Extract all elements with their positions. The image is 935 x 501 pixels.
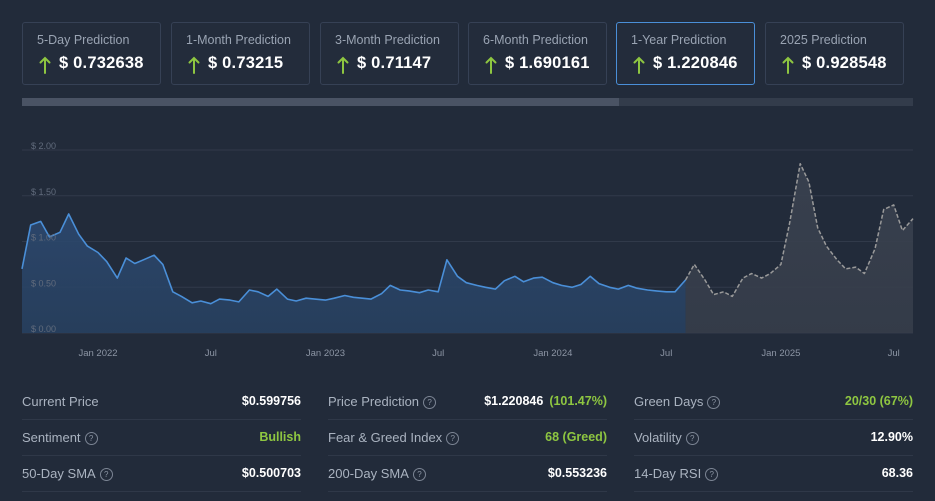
card-value: $ 0.928548 — [802, 54, 887, 72]
x-tick-label: Jul — [660, 348, 672, 359]
arrow-up-icon — [39, 56, 51, 74]
stat-value: 12.90% — [870, 430, 913, 444]
stat-14-day-rsi: 14-Day RSI? 68.36 — [634, 456, 913, 492]
stat-label: Current Price — [22, 394, 99, 409]
stat-fear-greed-index: Fear & Greed Index? 68 (Greed) — [328, 420, 607, 456]
x-tick-label: Jan 2023 — [306, 348, 345, 359]
stat-label-wrap: 50-Day SMA? — [22, 466, 113, 481]
stat-label: Sentiment — [22, 430, 81, 445]
stat-50-day-sma: 50-Day SMA? $0.500703 — [22, 456, 301, 492]
card-value: $ 0.732638 — [59, 54, 144, 72]
card-1-month-prediction[interactable]: 1-Month Prediction $ 0.73215 — [171, 22, 310, 85]
historical-area — [22, 214, 686, 333]
stat-sentiment: Sentiment? Bullish — [22, 420, 301, 456]
card-3-month-prediction[interactable]: 3-Month Prediction $ 0.71147 — [320, 22, 459, 85]
stat-current-price: Current Price $0.599756 — [22, 384, 301, 420]
y-tick-label: $ 2.00 — [31, 141, 56, 151]
stat-value: 20/30 (67%) — [844, 394, 913, 408]
x-tick-label: Jul — [432, 348, 444, 359]
stat-label: Volatility — [634, 430, 682, 445]
card-value: $ 1.690161 — [505, 54, 590, 72]
x-tick-label: Jan 2024 — [533, 348, 572, 359]
help-icon[interactable]: ? — [423, 396, 437, 409]
price-prediction-chart: $ 0.00 $ 0.50 $ 1.00 $ 1.50 $ 2.00 Jan 2… — [21, 141, 914, 359]
card-label: 5-Day Prediction — [37, 33, 130, 47]
arrow-up-icon — [337, 56, 349, 74]
help-icon[interactable]: ? — [446, 432, 460, 445]
card-value: $ 1.220846 — [653, 54, 738, 72]
historical-price-line — [21, 213, 687, 305]
y-axis: $ 0.00 $ 0.50 $ 1.00 $ 1.50 $ 2.00 — [31, 141, 56, 334]
stat-value: Bullish — [259, 430, 301, 444]
stat-label-wrap: Volatility? — [634, 430, 699, 445]
stat-label-wrap: Green Days? — [634, 394, 721, 409]
x-axis: Jan 2022 Jul Jan 2023 Jul Jan 2024 Jul J… — [78, 348, 899, 359]
help-icon[interactable]: ? — [84, 432, 98, 445]
horizontal-scrollbar[interactable] — [22, 98, 913, 106]
stat-value: 68 (Greed) — [545, 430, 607, 444]
arrow-up-icon — [188, 56, 200, 74]
scrollbar-thumb[interactable] — [22, 98, 619, 106]
stat-value: $0.553236 — [547, 466, 607, 480]
card-label: 3-Month Prediction — [335, 33, 440, 47]
stat-label: 200-Day SMA — [328, 466, 409, 481]
card-value: $ 0.71147 — [357, 54, 432, 72]
card-label: 2025 Prediction — [780, 33, 867, 47]
help-icon[interactable]: ? — [412, 468, 426, 481]
y-tick-label: $ 1.00 — [31, 233, 56, 243]
card-label: 1-Year Prediction — [631, 33, 727, 47]
stat-green-days: Green Days? 20/30 (67%) — [634, 384, 913, 420]
x-tick-label: Jul — [205, 348, 217, 359]
help-icon[interactable]: ? — [99, 468, 113, 481]
y-tick-label: $ 0.50 — [31, 278, 56, 288]
card-label: 6-Month Prediction — [483, 33, 588, 47]
stat-value: $0.599756 — [241, 394, 301, 408]
y-tick-label: $ 0.00 — [31, 324, 56, 334]
stat-label-wrap: Price Prediction? — [328, 394, 437, 409]
stat-value: $1.220846 — [484, 394, 544, 408]
stat-label-wrap: 14-Day RSI? — [634, 466, 719, 481]
stat-value: $0.500703 — [241, 466, 301, 480]
stat-label-wrap: Fear & Greed Index? — [328, 430, 460, 445]
prediction-cards: 5-Day Prediction $ 0.732638 1-Month Pred… — [22, 22, 904, 85]
chart-lines — [21, 162, 914, 305]
card-6-month-prediction[interactable]: 6-Month Prediction $ 1.690161 — [468, 22, 607, 85]
stat-label: 50-Day SMA — [22, 466, 96, 481]
forecast-area — [685, 163, 913, 333]
stat-label: Price Prediction — [328, 394, 420, 409]
stat-label-wrap: 200-Day SMA? — [328, 466, 426, 481]
x-tick-label: Jul — [888, 348, 900, 359]
stat-value: 68.36 — [881, 466, 913, 480]
stat-value-wrap: $1.220846 (101.47%) — [484, 394, 607, 408]
stat-label-wrap: Sentiment? — [22, 430, 98, 445]
x-tick-label: Jan 2022 — [78, 348, 117, 359]
card-2025-prediction[interactable]: 2025 Prediction $ 0.928548 — [765, 22, 904, 85]
card-1-year-prediction[interactable]: 1-Year Prediction $ 1.220846 — [616, 22, 755, 85]
help-icon[interactable]: ? — [707, 396, 721, 409]
help-icon[interactable]: ? — [705, 468, 719, 481]
y-tick-label: $ 1.50 — [31, 187, 56, 197]
stat-price-prediction: Price Prediction? $1.220846 (101.47%) — [328, 384, 607, 420]
arrow-up-icon — [633, 56, 645, 74]
card-value: $ 0.73215 — [208, 54, 284, 72]
x-tick-label: Jan 2025 — [761, 348, 800, 359]
stat-label: Fear & Greed Index — [328, 430, 443, 445]
help-icon[interactable]: ? — [685, 432, 699, 445]
stat-label: 14-Day RSI — [634, 466, 702, 481]
stat-label: Green Days — [634, 394, 704, 409]
card-label: 1-Month Prediction — [186, 33, 291, 47]
stat-200-day-sma: 200-Day SMA? $0.553236 — [328, 456, 607, 492]
chart-areas — [22, 163, 913, 333]
forecast-price-line — [684, 162, 914, 298]
arrow-up-icon — [782, 56, 794, 74]
arrow-up-icon — [485, 56, 497, 74]
stat-percent: (101.47%) — [549, 394, 607, 408]
stat-volatility: Volatility? 12.90% — [634, 420, 913, 456]
card-5-day-prediction[interactable]: 5-Day Prediction $ 0.732638 — [22, 22, 161, 85]
